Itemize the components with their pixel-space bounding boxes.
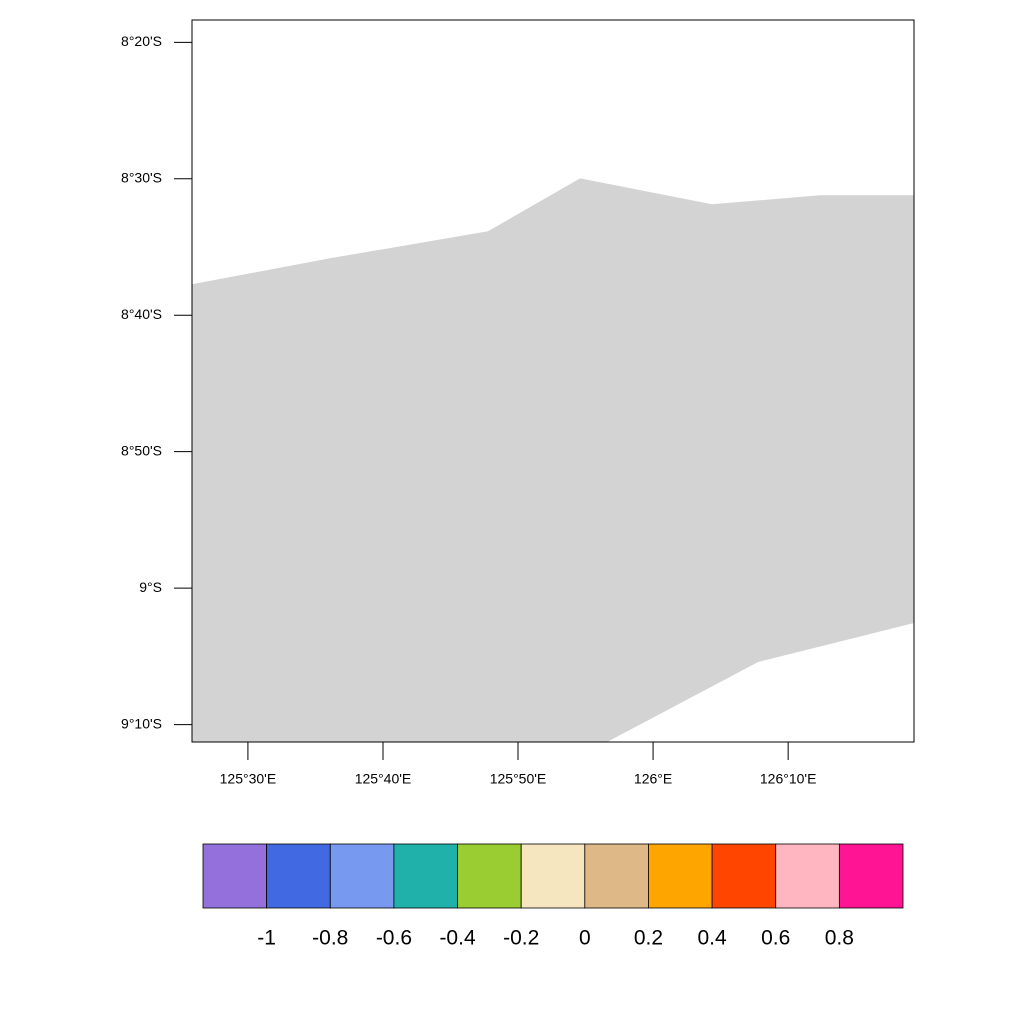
colorbar-box [775, 843, 840, 909]
colorbar-box [711, 843, 777, 909]
colorbar-box [329, 843, 395, 909]
plot-frame [191, 19, 915, 743]
x-tick-label: 125°30'E [220, 771, 277, 787]
x-tick-label: 125°40'E [355, 771, 412, 787]
colorbar-box [584, 843, 649, 909]
colorbar-label: 0.2 [634, 927, 663, 950]
x-tick-label: 125°50'E [490, 771, 547, 787]
colorbar-label: 0 [579, 927, 591, 950]
y-tick-label: 9°S [139, 579, 162, 595]
x-tick-label: 126°10'E [760, 771, 817, 787]
colorbar-box [202, 843, 268, 909]
y-tick-label: 8°30'S [121, 170, 162, 186]
colorbar-label: -1 [257, 927, 276, 950]
colorbar-label: -0.6 [376, 927, 412, 950]
colorbar-label: 0.4 [697, 927, 727, 950]
y-tick-label: 8°20'S [121, 33, 162, 49]
y-tick-label: 9°10'S [121, 715, 162, 731]
colorbar-label: -0.4 [439, 927, 476, 950]
colorbar-box [266, 843, 331, 909]
colorbar-label: 0.6 [761, 927, 790, 950]
colorbar-box [520, 843, 586, 909]
colorbar-box [648, 843, 713, 909]
x-tick-label: 126°E [634, 771, 672, 787]
colorbar-label: -0.2 [503, 927, 539, 950]
land-area [192, 178, 914, 742]
colorbar-box [457, 843, 522, 909]
colorbar-box [393, 843, 458, 909]
y-tick-label: 8°40'S [121, 306, 162, 322]
colorbar-label: -0.8 [312, 927, 348, 950]
colorbar-label: 0.8 [825, 927, 854, 950]
y-tick-label: 8°50'S [121, 442, 162, 458]
colorbar-box [838, 843, 904, 909]
